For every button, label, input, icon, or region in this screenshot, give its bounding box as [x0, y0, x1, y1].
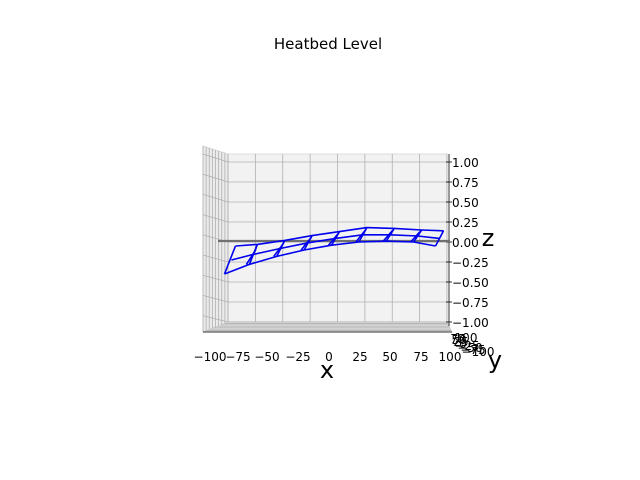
surface-wireframe [218, 226, 450, 275]
z-tick-label: −1.00 [452, 316, 489, 330]
surface-inner-line [410, 231, 421, 243]
surface-inner-line [355, 229, 367, 243]
surface-inner-line [300, 237, 312, 251]
y-tick-label: −50 [457, 341, 482, 355]
x-tick-label: 100 [439, 350, 462, 364]
y-tick-label: −25 [454, 339, 479, 353]
z-tick-label: 1.00 [452, 156, 479, 170]
y-tick-label: 100 [455, 331, 478, 345]
y-tick-label: 25 [453, 335, 468, 349]
surface-inner-line [382, 229, 394, 242]
y-tick-label: −75 [460, 343, 485, 357]
surface-cross-line [434, 230, 445, 247]
surface-inner-line [245, 246, 258, 265]
x-tick-label: −75 [225, 350, 250, 364]
z-tick-label: −0.25 [452, 256, 489, 270]
z-tick-label: 0.00 [452, 236, 479, 250]
x-tick-label: −25 [285, 350, 310, 364]
y-tick-label: 75 [450, 332, 465, 346]
surface-inner-line [327, 232, 339, 246]
z-tick-label: 0.25 [452, 216, 479, 230]
y-tick-label: 50 [451, 333, 466, 347]
x-tick-label: −100 [194, 350, 227, 364]
x-axis-label: x [320, 356, 334, 384]
z-tick-label: 0.75 [452, 176, 479, 190]
z-axis-label: z [482, 224, 495, 252]
x-tick-label: 25 [352, 350, 367, 364]
y-tick-label: −100 [462, 345, 495, 359]
z-tick-label: −0.50 [452, 276, 489, 290]
x-tick-label: 0 [325, 350, 333, 364]
x-tick-label: 50 [382, 350, 397, 364]
x-tick-label: 75 [413, 350, 428, 364]
y-axis-label: y [488, 346, 502, 374]
z-tick-label: 0.50 [452, 196, 479, 210]
y-tick-label: 0 [459, 337, 467, 351]
chart-title: Heatbed Level [274, 35, 382, 53]
surface-cross-line [223, 245, 237, 275]
surface-inner-line [273, 242, 285, 257]
tick-labels: 1.00 0.75 0.50 0.25 0.00 −0.25 −0.50 −0.75 −1.00… [194, 156, 495, 364]
x-tick-label: −50 [254, 350, 279, 364]
z-tick-label: −0.75 [452, 296, 489, 310]
